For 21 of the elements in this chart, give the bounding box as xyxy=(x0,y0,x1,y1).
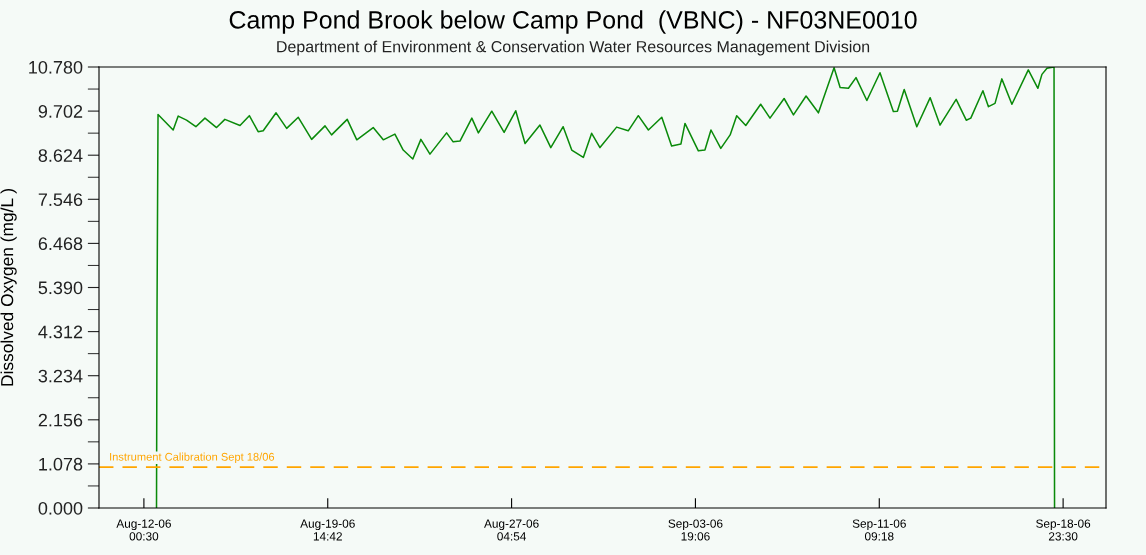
x-tick-label: Sep-11-06 09:18 xyxy=(852,519,906,541)
chart-subtitle: Department of Environment & Conservation Water Resources Management Division xyxy=(277,40,870,56)
y-tick-label: 7.546 xyxy=(38,193,83,207)
y-tick-label: 3.234 xyxy=(38,369,83,383)
y-tick-label: 9.702 xyxy=(38,105,83,118)
y-tick-label: 2.156 xyxy=(38,413,83,427)
ref-line-label: Instrument Calibration Sept 18/06 xyxy=(110,452,275,463)
x-tick-label: Aug-27-06 04:54 xyxy=(484,519,539,541)
x-tick-label: Aug-19-06 14:42 xyxy=(300,519,355,541)
y-tick-label: 8.624 xyxy=(38,149,83,162)
y-tick-label: 4.312 xyxy=(38,325,83,339)
x-tick-label: Sep-18-06 23:30 xyxy=(1036,519,1091,541)
chart-title: Camp Pond Brook below Camp Pond (VBNC) - NF03NE0010 xyxy=(229,10,917,34)
y-tick-label: 5.390 xyxy=(38,281,83,295)
y-tick-label: 10.780 xyxy=(29,60,83,74)
x-tick-label: Aug-12-06 00:30 xyxy=(116,519,171,541)
x-tick-label: Sep-03-06 19:06 xyxy=(668,519,723,541)
y-tick-label: 1.078 xyxy=(39,457,83,471)
y-tick-label: 0.000 xyxy=(38,501,83,515)
y-tick-label: 6.468 xyxy=(38,237,83,251)
y-axis-title: Dissolved Oxygen (mg/L ) xyxy=(0,189,17,386)
